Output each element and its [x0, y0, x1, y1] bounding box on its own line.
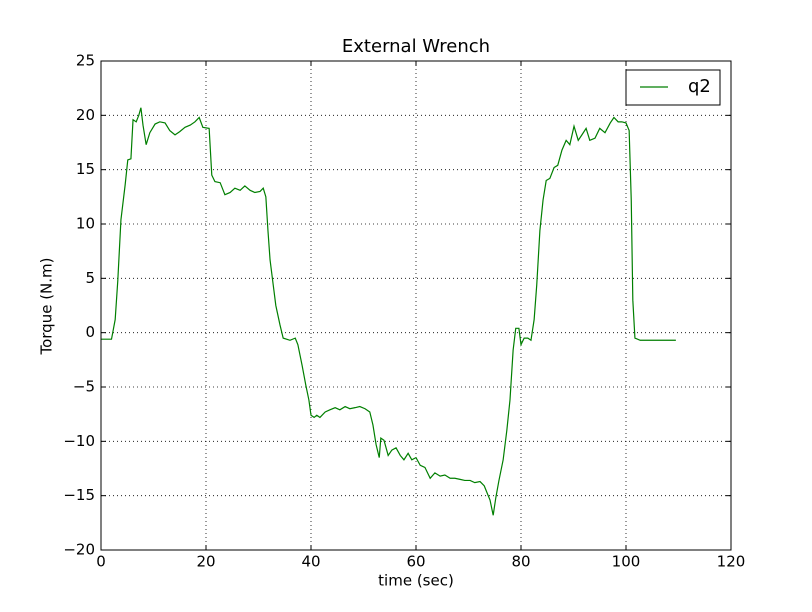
y-tick-label: −20	[63, 541, 95, 559]
x-tick-label: 20	[196, 553, 215, 571]
y-tick-label: 5	[85, 269, 95, 287]
x-tick-label: 120	[717, 553, 746, 571]
plot-frame	[100, 60, 732, 551]
x-tick-label: 100	[612, 553, 641, 571]
y-tick-label: 15	[76, 160, 95, 178]
x-axis-label: time (sec)	[378, 572, 454, 590]
y-axis-label: Torque (N.m)	[38, 257, 56, 355]
x-tick-label: 80	[511, 553, 530, 571]
y-tick-label: −5	[73, 378, 95, 396]
y-tick-label: 20	[76, 106, 95, 124]
y-tick-label: 25	[76, 52, 95, 70]
y-tick-label: −15	[63, 486, 95, 504]
legend-label: q2	[688, 76, 711, 97]
y-tick-label: 0	[85, 323, 95, 341]
legend-box	[625, 69, 721, 106]
y-tick-label: −10	[63, 432, 95, 450]
y-tick-label: 10	[76, 215, 95, 233]
data-line	[101, 107, 676, 516]
x-tick-label: 40	[301, 553, 320, 571]
x-tick-label: 60	[406, 553, 425, 571]
x-tick-label: 0	[96, 553, 106, 571]
chart-title: External Wrench	[342, 36, 490, 57]
